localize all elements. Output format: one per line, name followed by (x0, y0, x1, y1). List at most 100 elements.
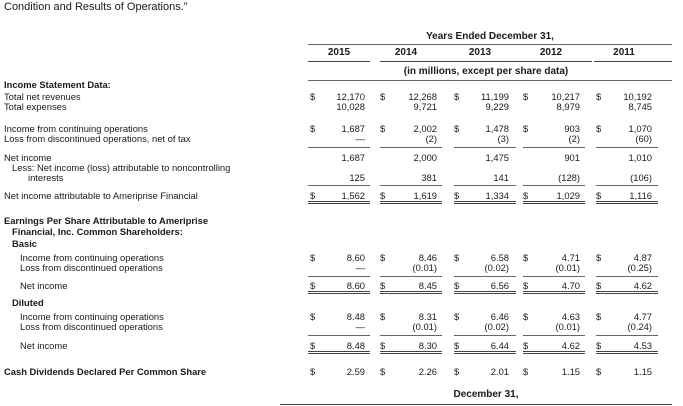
total-double-rule (308, 293, 370, 294)
dollar-sign: $ (380, 311, 386, 322)
dollar-sign: $ (454, 91, 460, 102)
total-double-rule (380, 353, 442, 354)
total-double-rule (380, 201, 442, 202)
dollar-sign: $ (523, 190, 529, 201)
cell-value-2013: 2.01 (490, 366, 509, 377)
dollar-sign: $ (310, 252, 316, 263)
cell-value-2012: 1,029 (556, 190, 580, 201)
cell-value-2011: (0.25) (627, 262, 653, 273)
cell-value-2014: 8.31 (418, 311, 437, 322)
cell-value-2012: (128) (558, 172, 580, 183)
dollar-sign: $ (523, 91, 529, 102)
total-double-rule (380, 293, 442, 294)
cell-value-2015: 1,687 (341, 152, 365, 163)
subtotal-rule (308, 147, 370, 148)
total-double-rule (523, 293, 585, 294)
cell-value-2014: 2,002 (413, 123, 437, 134)
subtotal-rule (308, 276, 370, 277)
cell-value-2013: 6.58 (490, 252, 509, 263)
dollar-sign: $ (310, 280, 316, 291)
cell-value-2015: 8.48 (346, 311, 365, 322)
dollar-sign: $ (596, 190, 602, 201)
cell-value-2012: 1.15 (561, 366, 580, 377)
dollar-sign: $ (454, 311, 460, 322)
subtotal-rule (380, 185, 442, 186)
subtotal-rule (380, 276, 442, 277)
cell-value-2013: (0.02) (484, 321, 510, 332)
year-2012: 2012 (539, 47, 563, 58)
dollar-sign: $ (454, 123, 460, 134)
cell-value-2015: 1,687 (341, 123, 365, 134)
cell-value-2011: 4.87 (633, 252, 652, 263)
cell-value-2015: — (355, 262, 365, 273)
cell-value-2014: 8.45 (418, 280, 437, 291)
row-label: Loss from discontinued operations (20, 262, 163, 273)
year-underline-2014-2012 (380, 61, 592, 62)
row-label: Income from continuing operations (20, 252, 164, 263)
row-label: Net income (4, 152, 52, 163)
row-label: Cash Dividends Declared Per Common Share (4, 366, 207, 377)
total-double-rule (308, 291, 370, 292)
dollar-sign: $ (596, 91, 602, 102)
section-basic: Basic (12, 238, 38, 249)
cell-value-2014: 12,268 (408, 91, 437, 102)
cell-value-2012: 4.70 (561, 280, 580, 291)
year-underline-2015 (308, 61, 370, 62)
cell-value-2015: 10,028 (336, 101, 365, 112)
header-rule (308, 44, 672, 45)
cell-value-2014: (2) (425, 133, 437, 144)
cell-value-2012: (0.01) (555, 321, 581, 332)
subtotal-rule (454, 147, 516, 148)
intro-text: Condition and Results of Operations.” (4, 1, 188, 13)
total-double-rule (523, 351, 585, 352)
footer-rule (280, 404, 672, 405)
section-income-statement: Income Statement Data: (4, 79, 111, 90)
dollar-sign: $ (596, 252, 602, 263)
cell-value-2015: 8.60 (346, 252, 365, 263)
row-label: Income from continuing operations (4, 123, 148, 134)
section-eps-line2: Financial, Inc. Common Shareholders: (12, 226, 183, 237)
total-double-rule (596, 293, 658, 294)
cell-value-2014: 8.30 (418, 340, 437, 351)
cell-value-2015: — (355, 321, 365, 332)
cell-value-2011: 4.62 (633, 280, 652, 291)
total-double-rule (308, 351, 370, 352)
cell-value-2014: 2.26 (418, 366, 437, 377)
cell-value-2012: 4.71 (561, 252, 580, 263)
year-2014: 2014 (394, 47, 418, 58)
subtotal-rule (596, 335, 658, 336)
dollar-sign: $ (596, 123, 602, 134)
dollar-sign: $ (596, 311, 602, 322)
cell-value-2013: (0.02) (484, 262, 510, 273)
cell-value-2013: 6.56 (490, 280, 509, 291)
row-label: Total expenses (4, 101, 67, 112)
dollar-sign: $ (523, 340, 529, 351)
dollar-sign: $ (454, 252, 460, 263)
cell-value-2014: 9,721 (413, 101, 437, 112)
total-double-rule (454, 291, 516, 292)
subtotal-rule (454, 335, 516, 336)
total-double-rule (454, 201, 516, 202)
dollar-sign: $ (310, 123, 316, 134)
total-double-rule (308, 201, 370, 202)
cell-value-2014: 2,000 (413, 152, 437, 163)
subtotal-rule (523, 185, 585, 186)
subtotal-rule (523, 276, 585, 277)
total-double-rule (308, 203, 370, 204)
years-ended-header: Years Ended December 31, (426, 31, 554, 42)
section-eps: Earnings Per Share Attributable to Ameri… (4, 215, 209, 226)
row-label-continued: interests (28, 172, 64, 183)
cell-value-2015: 8.48 (346, 340, 365, 351)
year-2011: 2011 (613, 47, 635, 58)
total-double-rule (596, 201, 658, 202)
subtotal-rule (523, 335, 585, 336)
cell-value-2015: 125 (349, 172, 365, 183)
cell-value-2011: 1.15 (633, 366, 652, 377)
subtotal-rule (596, 276, 658, 277)
subtotal-rule (523, 147, 585, 148)
cell-value-2013: 9,229 (485, 101, 509, 112)
dollar-sign: $ (380, 366, 386, 377)
dollar-sign: $ (454, 366, 460, 377)
row-label: Income from continuing operations (20, 311, 164, 322)
subtotal-rule (596, 185, 658, 186)
